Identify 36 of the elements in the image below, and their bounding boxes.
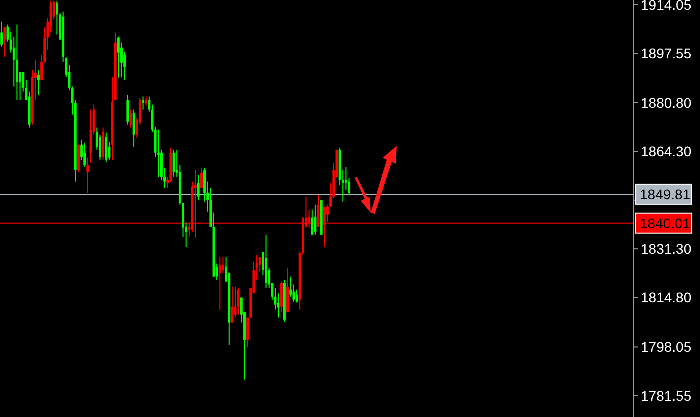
candlestick (0, 21, 4, 48)
candlestick (200, 167, 203, 188)
candlestick (222, 256, 224, 274)
y-tick-label: 1914.05 (641, 0, 692, 13)
candlestick (280, 281, 283, 312)
candlestick (105, 132, 108, 163)
candlestick (86, 157, 90, 194)
y-tick-label: 1831.30 (641, 240, 692, 257)
y-tick-label: 1880.80 (641, 94, 692, 111)
candlestick (311, 209, 314, 236)
candlestick (157, 129, 160, 178)
candlestick (218, 256, 222, 310)
y-tick-label: 1897.55 (641, 45, 692, 62)
candlestick (237, 288, 240, 316)
y-tick-label: 1814.80 (641, 290, 692, 306)
candlestick (4, 26, 6, 58)
candlestick (172, 149, 176, 178)
y-tick-label: 1798.05 (641, 339, 692, 356)
candlestick (246, 317, 250, 348)
candlestick (108, 141, 111, 160)
y-tick-label: 1781.55 (641, 388, 692, 404)
candlestick (314, 204, 317, 236)
ref-line-label: 1840.01 (640, 215, 691, 232)
candlestick (197, 174, 200, 201)
candlestick (84, 142, 86, 168)
candlestick (231, 286, 234, 324)
candlestick (117, 36, 120, 78)
candlestick (145, 96, 148, 106)
candlestick (132, 109, 136, 148)
y-tick-label: 1864.30 (641, 144, 692, 160)
ref-line-label: 1849.81 (640, 186, 691, 202)
candlestick (16, 24, 18, 101)
candlestick (344, 166, 348, 191)
candlestick (38, 69, 40, 96)
candlestick (142, 96, 145, 110)
candlestick (126, 94, 130, 126)
